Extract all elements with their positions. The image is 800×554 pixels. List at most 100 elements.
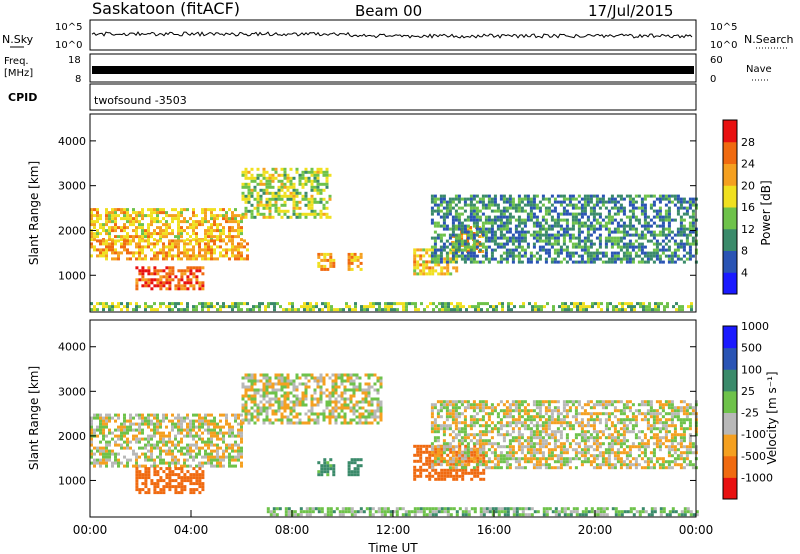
data-cell	[559, 218, 563, 222]
data-cell	[482, 453, 486, 457]
data-cell	[670, 260, 674, 264]
data-cell	[505, 242, 509, 246]
data-cell	[439, 215, 443, 219]
data-cell	[313, 212, 317, 216]
data-cell	[499, 215, 503, 219]
data-cell	[547, 466, 551, 470]
data-cell	[165, 449, 168, 453]
data-cell	[460, 466, 464, 470]
data-cell	[526, 230, 530, 234]
data-cell	[240, 242, 243, 246]
data-cell	[135, 464, 138, 468]
data-cell	[301, 394, 305, 398]
data-cell	[132, 428, 135, 432]
data-cell	[316, 200, 320, 204]
data-cell	[643, 203, 647, 207]
data-cell	[247, 418, 251, 422]
data-cell	[201, 239, 204, 243]
data-cell	[544, 248, 548, 252]
data-cell	[250, 418, 254, 422]
data-cell	[475, 206, 479, 210]
data-cell	[643, 254, 647, 258]
data-cell	[430, 448, 434, 452]
data-cell	[225, 413, 228, 417]
data-cell	[189, 491, 193, 495]
data-cell	[132, 223, 135, 227]
data-cell	[580, 209, 584, 213]
data-cell	[413, 465, 417, 469]
data-cell	[240, 302, 243, 306]
data-cell	[676, 248, 680, 252]
data-cell	[642, 308, 645, 312]
data-cell	[150, 278, 154, 282]
data-cell	[328, 397, 332, 401]
data-cell	[286, 382, 290, 386]
data-cell	[649, 239, 653, 243]
data-cell	[514, 203, 518, 207]
data-cell	[331, 409, 335, 413]
data-cell	[147, 443, 150, 447]
data-cell	[547, 209, 551, 213]
data-cell	[253, 382, 257, 386]
data-cell	[246, 248, 249, 252]
data-cell	[171, 461, 174, 465]
data-cell	[577, 230, 581, 234]
data-cell	[367, 376, 371, 380]
data-cell	[646, 221, 650, 225]
data-cell	[556, 215, 560, 219]
data-cell	[434, 447, 438, 451]
data-cell	[320, 267, 324, 271]
data-cell	[553, 200, 557, 204]
data-cell	[580, 230, 584, 234]
data-cell	[562, 194, 566, 198]
data-cell	[210, 440, 213, 444]
data-cell	[309, 302, 312, 306]
data-cell	[361, 397, 365, 401]
data-cell	[120, 422, 123, 426]
data-cell	[174, 479, 178, 483]
data-cell	[419, 254, 423, 258]
data-cell	[183, 248, 186, 252]
data-cell	[475, 433, 479, 437]
data-cell	[619, 245, 623, 249]
data-cell	[478, 460, 482, 464]
data-cell	[520, 236, 524, 240]
data-cell	[141, 413, 144, 417]
data-cell	[469, 439, 473, 443]
data-cell	[350, 252, 354, 256]
data-cell	[129, 428, 132, 432]
data-cell	[425, 459, 429, 463]
data-cell	[442, 451, 446, 455]
data-cell	[457, 221, 461, 225]
data-cell	[165, 440, 168, 444]
data-cell	[523, 239, 527, 243]
data-cell	[298, 412, 302, 416]
data-cell	[544, 442, 548, 446]
data-cell	[457, 248, 461, 252]
data-cell	[443, 468, 447, 472]
data-cell	[502, 257, 506, 261]
data-cell	[446, 272, 450, 276]
data-cell	[280, 167, 284, 171]
data-cell	[210, 208, 213, 212]
data-cell	[153, 413, 156, 417]
data-cell	[538, 224, 542, 228]
data-cell	[271, 391, 275, 395]
data-cell	[667, 197, 671, 201]
data-cell	[559, 233, 563, 237]
data-cell	[259, 188, 263, 192]
data-cell	[416, 444, 420, 448]
data-cell	[517, 257, 521, 261]
data-cell	[376, 376, 380, 380]
data-cell	[159, 226, 162, 230]
data-cell	[625, 248, 629, 252]
data-cell	[123, 446, 126, 450]
data-cell	[183, 416, 186, 420]
data-cell	[631, 227, 635, 231]
data-cell	[177, 482, 181, 486]
data-cell	[141, 488, 145, 492]
data-cell	[565, 254, 569, 258]
data-cell	[198, 446, 201, 450]
data-cell	[189, 488, 193, 492]
data-cell	[186, 242, 189, 246]
